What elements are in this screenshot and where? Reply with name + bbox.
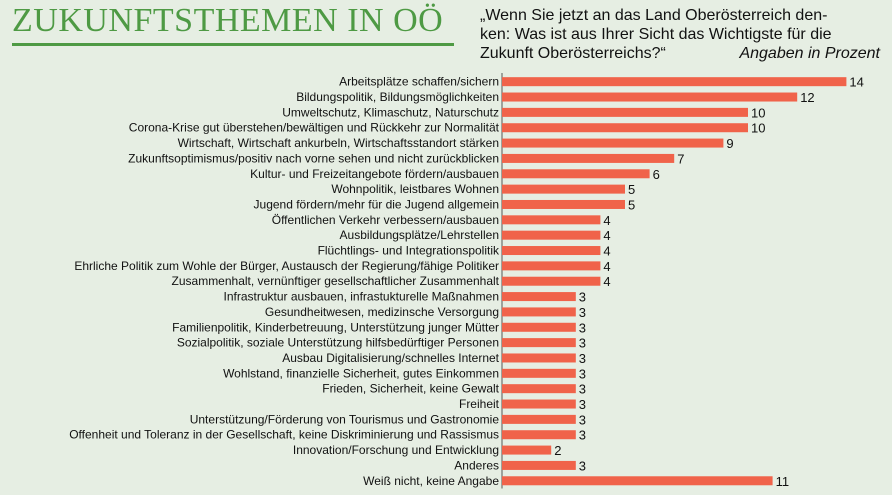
bar <box>502 353 576 363</box>
bar <box>502 338 576 348</box>
category-label: Öffentlichen Verkehr verbessern/ausbauen <box>272 213 499 227</box>
bar <box>502 246 601 256</box>
value-label: 4 <box>603 259 610 274</box>
bar <box>502 445 552 455</box>
category-label: Arbeitsplätze schaffen/sichern <box>339 75 499 89</box>
bar <box>502 261 601 271</box>
bar <box>502 138 724 148</box>
title-underline <box>12 43 454 46</box>
value-label: 4 <box>603 274 610 289</box>
category-label: Unterstützung/Förderung von Tourismus un… <box>190 412 500 426</box>
category-label: Flüchtlings- und Integrationspolitik <box>318 244 500 258</box>
value-label: 4 <box>603 213 610 228</box>
question-line-3-text: Zukunft Oberösterreichs?“ <box>480 45 666 62</box>
value-label: 3 <box>579 320 586 335</box>
category-label: Wohnpolitik, leistbares Wohnen <box>331 182 499 196</box>
value-label: 3 <box>579 336 586 351</box>
category-label: Gesundheitwesen, medizinsche Versorgung <box>265 305 499 319</box>
bar <box>502 322 576 332</box>
bar <box>502 184 625 194</box>
category-labels: Arbeitsplätze schaffen/sichernBildungspo… <box>69 75 500 488</box>
value-label: 6 <box>653 167 660 182</box>
value-label: 5 <box>628 197 635 212</box>
category-label: Umweltschutz, Klimaschutz, Naturschutz <box>282 105 499 119</box>
question-line-3: Zukunft Oberösterreichs?“ Angaben in Proz… <box>480 44 880 63</box>
value-label: 14 <box>849 75 863 90</box>
category-label: Zusammenhalt, vernünftiger gesellschaftl… <box>172 274 500 288</box>
bar <box>502 230 601 240</box>
bar <box>502 476 773 486</box>
survey-question: „Wenn Sie jetzt an das Land Oberösterrei… <box>480 6 880 63</box>
bar <box>502 169 650 179</box>
category-label: Freiheit <box>459 397 500 411</box>
bar <box>502 107 748 117</box>
category-label: Familienpolitik, Kinderbetreuung, Unters… <box>172 320 499 334</box>
bar <box>502 215 601 225</box>
value-label: 3 <box>579 305 586 320</box>
bar <box>502 430 576 440</box>
bar <box>502 414 576 424</box>
category-label: Frieden, Sicherheit, keine Gewalt <box>322 382 499 396</box>
category-label: Offenheit und Toleranz in der Gesellscha… <box>69 428 499 442</box>
question-line-1: „Wenn Sie jetzt an das Land Oberösterrei… <box>480 7 828 24</box>
value-label: 3 <box>579 382 586 397</box>
category-label: Ausbau Digitalisierung/schnelles Interne… <box>282 351 499 365</box>
bar <box>502 368 576 378</box>
bar <box>502 399 576 409</box>
category-label: Ausbildungsplätze/Lehrstellen <box>340 228 499 242</box>
category-label: Sozialpolitik, soziale Unterstützung hil… <box>177 336 499 350</box>
value-label: 4 <box>603 244 610 259</box>
category-label: Kultur- und Freizeitangebote fördern/aus… <box>250 167 499 181</box>
bar <box>502 292 576 302</box>
category-label: Innovation/Forschung und Entwicklung <box>293 443 499 457</box>
category-label: Wirtschaft, Wirtschaft ankurbeln, Wirtsc… <box>178 136 499 150</box>
bars <box>502 77 847 486</box>
category-label: Bildungspolitik, Bildungsmöglichkeiten <box>296 90 499 104</box>
value-label: 5 <box>628 182 635 197</box>
category-label: Infrastruktur ausbauen, infrastukturelle… <box>224 290 499 304</box>
category-label: Wohlstand, finanzielle Sicherheit, gutes… <box>223 366 499 380</box>
value-label: 2 <box>554 443 561 458</box>
category-label: Jugend fördern/mehr für die Jugend allge… <box>254 197 499 211</box>
bar <box>502 460 576 470</box>
category-label: Corona-Krise gut überstehen/bewältigen u… <box>129 121 500 135</box>
bar <box>502 307 576 317</box>
value-label: 3 <box>579 397 586 412</box>
bar <box>502 123 748 133</box>
value-label: 11 <box>776 474 790 489</box>
value-label: 7 <box>677 151 684 166</box>
category-label: Anderes <box>454 458 499 472</box>
value-label: 9 <box>726 136 733 151</box>
value-label: 3 <box>579 428 586 443</box>
bar <box>502 153 675 163</box>
value-label: 10 <box>751 105 765 120</box>
bar <box>502 276 601 286</box>
bar <box>502 384 576 394</box>
bar <box>502 199 625 209</box>
value-label: 3 <box>579 290 586 305</box>
value-label: 12 <box>800 90 814 105</box>
value-label: 3 <box>579 366 586 381</box>
value-label: 10 <box>751 121 765 136</box>
value-label: 3 <box>579 458 586 473</box>
chart-title: ZUKUNFTSTHEMEN IN OÖ <box>12 2 444 39</box>
bar <box>502 77 847 87</box>
question-line-2: ken: Was ist aus Ihrer Sicht das Wichtig… <box>480 26 832 43</box>
category-label: Ehrliche Politik zum Wohle der Bürger, A… <box>74 259 499 273</box>
value-label: 3 <box>579 412 586 427</box>
value-label: 4 <box>603 228 610 243</box>
value-label: 3 <box>579 351 586 366</box>
category-label: Zukunftsoptimismus/positiv nach vorne se… <box>128 151 499 165</box>
category-label: Weiß nicht, keine Angabe <box>363 474 499 488</box>
unit-note: Angaben in Prozent <box>739 45 880 62</box>
bar <box>502 92 798 102</box>
